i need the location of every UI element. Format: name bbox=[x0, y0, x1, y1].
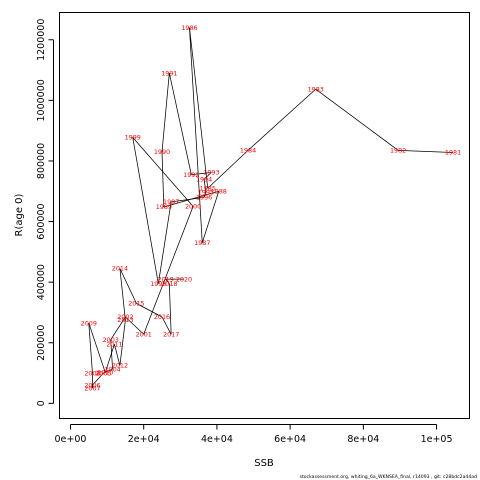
y-tick-label: 800000 bbox=[36, 143, 47, 179]
series-line bbox=[88, 27, 454, 389]
point-labels: 1981 1982 1983 1984 1985 1986 1987 1988 1989 1990… bbox=[81, 24, 462, 393]
line-segment bbox=[119, 268, 137, 304]
point-label-2015: 2015 bbox=[128, 300, 144, 308]
x-tick-label: 6e+04 bbox=[274, 434, 306, 445]
point-label-1988: 1988 bbox=[211, 187, 227, 195]
line-segment bbox=[157, 201, 172, 284]
line-segment bbox=[191, 172, 212, 175]
line-segment bbox=[168, 73, 192, 175]
point-label-1981: 1981 bbox=[445, 149, 461, 157]
line-segment bbox=[207, 150, 249, 189]
point-label-2001: 2001 bbox=[136, 330, 152, 338]
y-tick-label: 0 bbox=[36, 400, 47, 406]
point-label-1997: 1997 bbox=[163, 198, 179, 206]
point-label-1982: 1982 bbox=[390, 147, 406, 155]
point-label-1999: 1999 bbox=[125, 134, 141, 142]
line-segment bbox=[247, 88, 317, 151]
point-label-2007: 2007 bbox=[84, 384, 100, 392]
point-label-2008: 2008 bbox=[84, 369, 100, 377]
x-axis: 0e+00 2e+04 4e+04 6e+04 8e+04 1e+05 bbox=[55, 424, 453, 445]
point-label-1984: 1984 bbox=[240, 147, 256, 155]
line-segment bbox=[110, 339, 113, 370]
point-label-1994: 1994 bbox=[196, 175, 212, 183]
x-tick-label: 4e+04 bbox=[201, 434, 233, 445]
line-segment bbox=[132, 137, 159, 284]
line-segment bbox=[88, 323, 93, 374]
x-tick-label: 8e+04 bbox=[347, 434, 379, 445]
y-tick-label: 400000 bbox=[36, 264, 47, 300]
y-tick-label: 200000 bbox=[36, 325, 47, 361]
point-label-2004: 2004 bbox=[104, 365, 120, 373]
point-label-1991: 1991 bbox=[161, 69, 177, 77]
point-label-1986: 1986 bbox=[181, 24, 197, 32]
x-tick-label: 2e+04 bbox=[128, 434, 160, 445]
point-label-2019: 2019 bbox=[158, 275, 174, 283]
line-segment bbox=[203, 179, 207, 193]
line-segment bbox=[161, 73, 170, 152]
point-label-2010: 2010 bbox=[97, 369, 113, 377]
y-axis-title: R(age 0) bbox=[14, 193, 25, 236]
line-segment bbox=[398, 149, 454, 153]
point-label-1987: 1987 bbox=[194, 239, 210, 247]
point-label-2020: 2020 bbox=[176, 275, 192, 283]
point-label-2009: 2009 bbox=[81, 319, 97, 327]
point-label-2000: 2000 bbox=[185, 203, 201, 211]
plot-frame bbox=[59, 12, 470, 419]
point-label-2003: 2003 bbox=[103, 336, 119, 344]
point-label-2018: 2018 bbox=[161, 280, 177, 288]
line-segment bbox=[161, 151, 165, 208]
line-segment bbox=[189, 27, 209, 189]
point-label-2013: 2013 bbox=[117, 316, 133, 324]
line-segment bbox=[119, 268, 126, 321]
line-segment bbox=[161, 316, 172, 335]
line-segment bbox=[132, 137, 194, 207]
point-label-2014: 2014 bbox=[112, 265, 128, 273]
line-segment bbox=[203, 192, 207, 198]
line-segment bbox=[143, 206, 194, 335]
point-label-2016: 2016 bbox=[154, 313, 170, 321]
point-label-1992: 1992 bbox=[183, 171, 199, 179]
x-tick-label: 0e+00 bbox=[55, 434, 87, 445]
line-segment bbox=[110, 316, 126, 340]
line-segment bbox=[168, 283, 172, 335]
line-segment bbox=[92, 372, 104, 386]
y-tick-label: 1200000 bbox=[36, 19, 47, 61]
point-label-2012: 2012 bbox=[112, 362, 128, 370]
line-segment bbox=[119, 319, 126, 366]
line-segment bbox=[114, 344, 121, 366]
y-axis: 0 200000 400000 600000 800000 1000000 1200000 bbox=[36, 19, 54, 406]
point-label-1989: 1989 bbox=[156, 203, 172, 211]
point-label-1993: 1993 bbox=[203, 169, 219, 177]
point-label-2017: 2017 bbox=[163, 330, 179, 338]
point-label-2011: 2011 bbox=[106, 340, 122, 348]
point-label-1983: 1983 bbox=[308, 85, 324, 93]
line-segment bbox=[203, 172, 212, 180]
line-segment bbox=[104, 344, 115, 373]
x-tick-label: 1e+05 bbox=[421, 434, 453, 445]
point-label-1996: 1996 bbox=[196, 194, 212, 202]
line-segment bbox=[201, 191, 220, 243]
point-label-1995: 1995 bbox=[198, 188, 214, 196]
y-tick-label: 600000 bbox=[36, 203, 47, 239]
point-label-1990: 1990 bbox=[154, 148, 170, 156]
x-axis-title: SSB bbox=[254, 458, 274, 469]
line-segment bbox=[136, 303, 163, 318]
footer-text: stockassessment.org, whiting_6a_WKNSEA_f… bbox=[300, 474, 478, 480]
point-label-2002: 2002 bbox=[117, 313, 133, 321]
point-label-2005: 2005 bbox=[95, 369, 111, 377]
point-label-1985: 1985 bbox=[200, 184, 216, 192]
y-tick-label: 1000000 bbox=[36, 79, 47, 121]
line-segment bbox=[125, 316, 144, 335]
line-segment bbox=[189, 27, 203, 243]
line-segment bbox=[315, 88, 399, 151]
point-label-2006: 2006 bbox=[84, 381, 100, 389]
point-label-1998: 1998 bbox=[150, 280, 166, 288]
line-segment bbox=[88, 322, 106, 373]
line-segment bbox=[165, 278, 170, 284]
